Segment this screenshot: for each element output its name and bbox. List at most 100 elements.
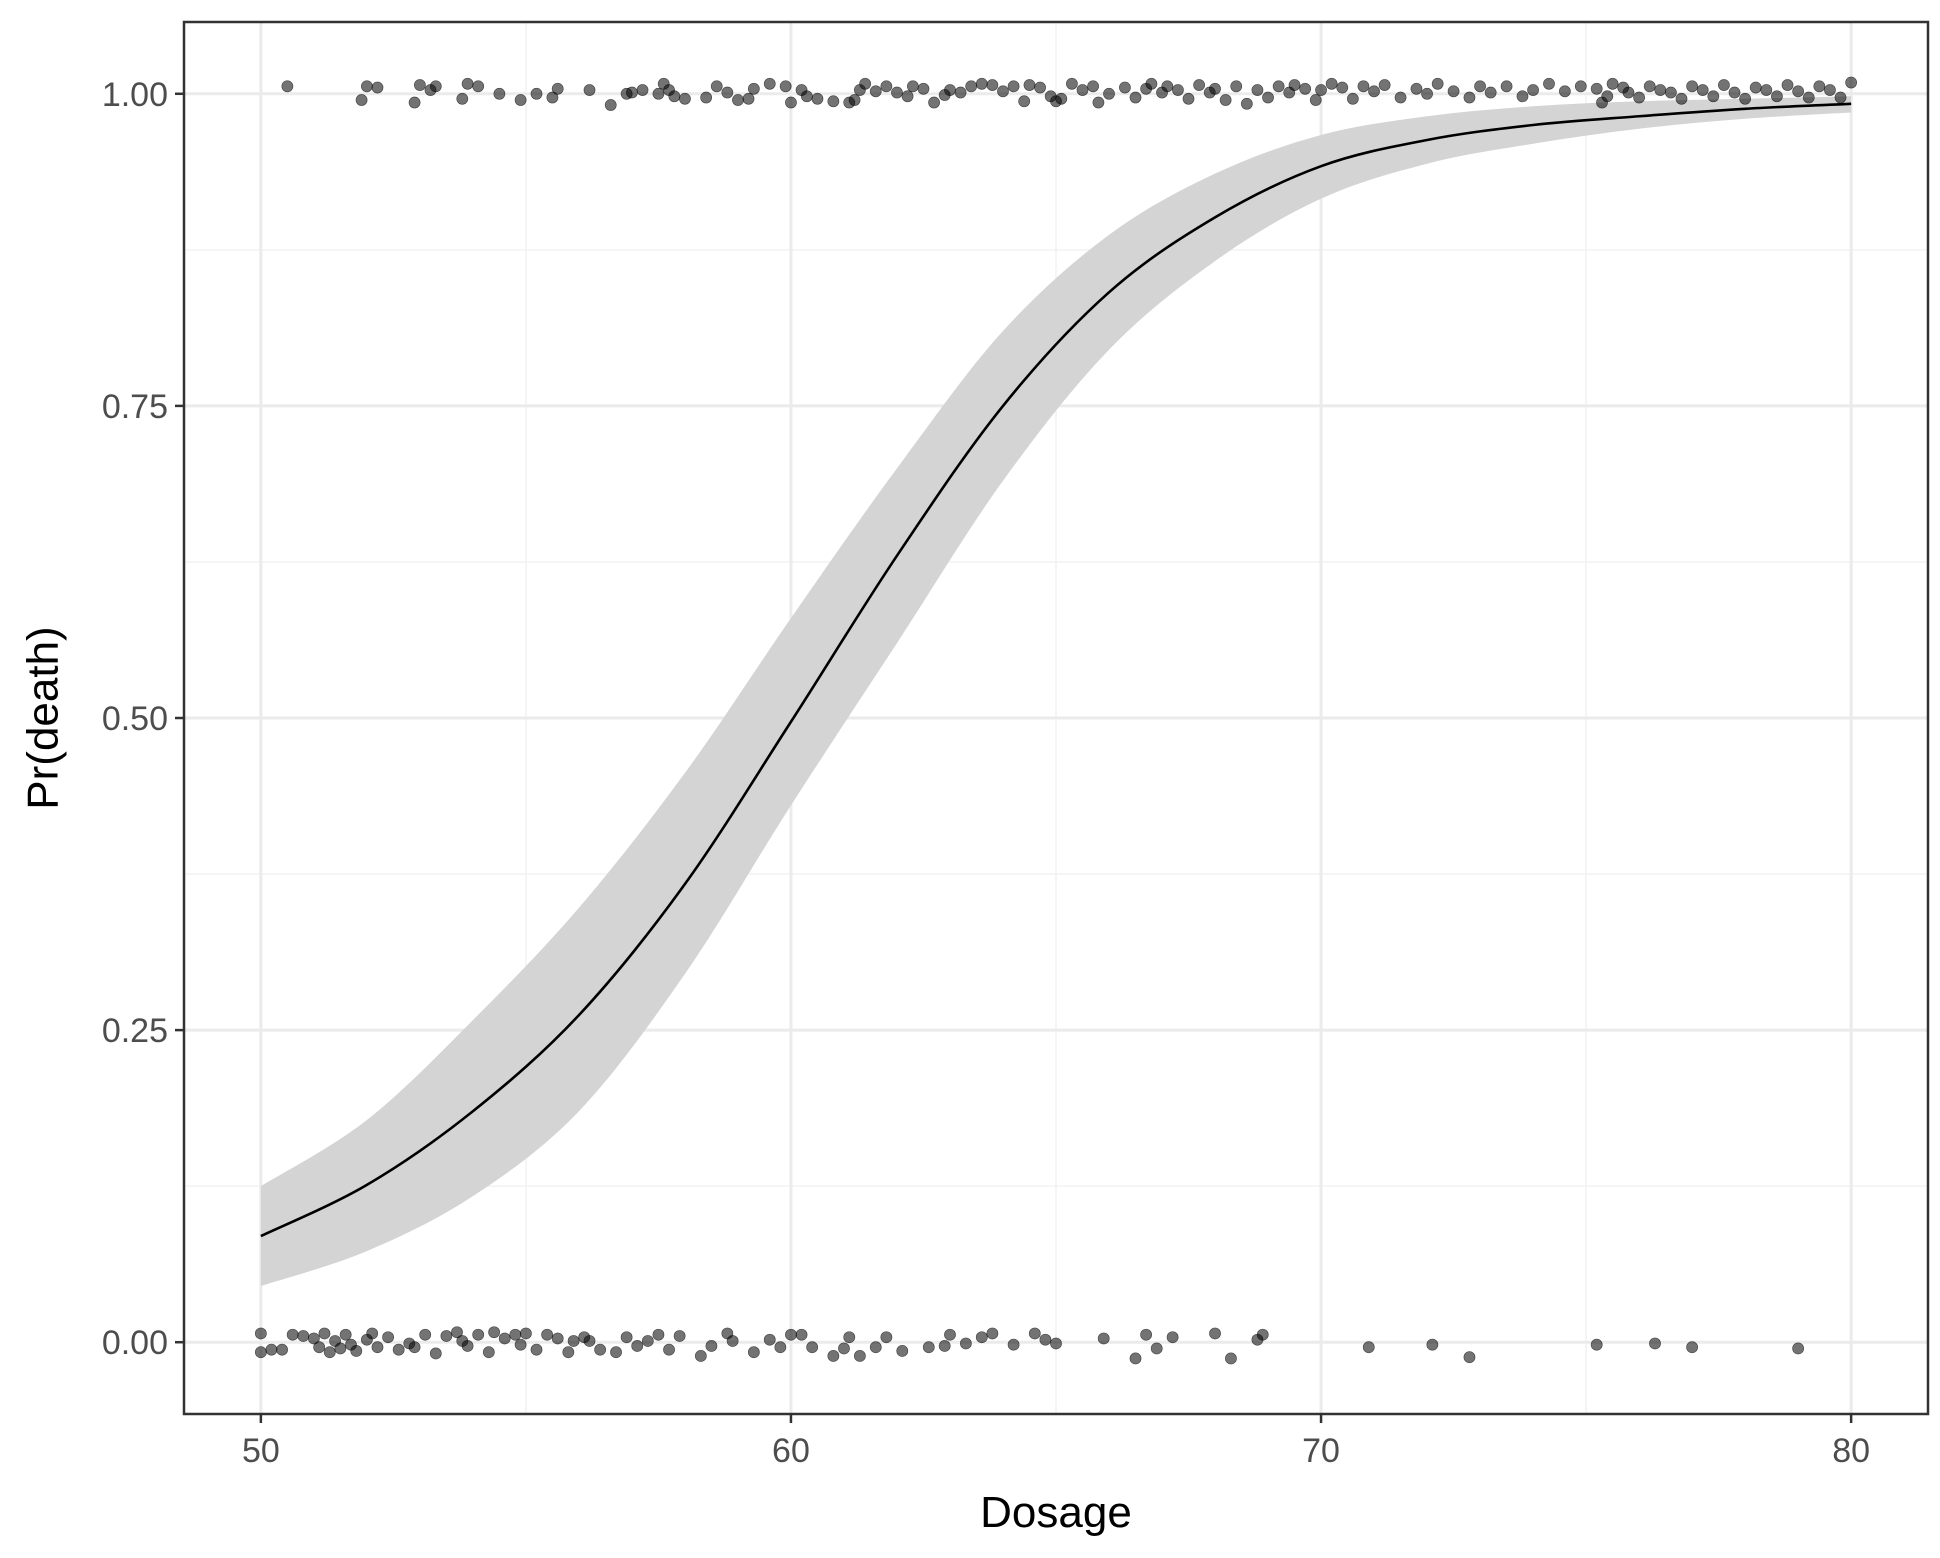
data-point-death — [281, 80, 294, 93]
data-point-death — [1622, 86, 1635, 99]
data-point-survival — [440, 1330, 453, 1342]
data-point-survival — [583, 1335, 596, 1347]
data-point-death — [413, 79, 426, 91]
data-point-survival — [806, 1341, 819, 1354]
data-point-survival — [1225, 1352, 1237, 1365]
x-tick-label: 60 — [772, 1432, 810, 1470]
data-point-survival — [869, 1341, 882, 1354]
data-point-death — [1007, 80, 1020, 93]
data-point-survival — [350, 1345, 363, 1357]
data-point-survival — [1039, 1333, 1052, 1346]
data-point-survival — [265, 1343, 278, 1356]
data-point-death — [975, 77, 988, 90]
data-point-death — [1474, 80, 1486, 93]
data-point-death — [1728, 86, 1741, 99]
data-point-survival — [838, 1342, 850, 1355]
data-point-death — [880, 80, 893, 93]
data-point-death — [747, 82, 760, 95]
data-point-death — [965, 80, 978, 93]
data-point-survival — [286, 1328, 299, 1341]
data-point-death — [721, 86, 734, 99]
data-point-death — [1346, 92, 1359, 105]
data-point-death — [1251, 84, 1264, 96]
data-point-survival — [594, 1343, 607, 1356]
data-point-death — [1378, 79, 1391, 91]
data-point-survival — [1050, 1337, 1062, 1350]
data-point-survival — [827, 1350, 840, 1362]
x-axis-title: Dosage — [980, 1488, 1132, 1537]
data-point-death — [1654, 84, 1667, 96]
data-point-death — [1055, 92, 1068, 105]
data-point-death — [355, 94, 368, 106]
y-tick-label: 0.25 — [102, 1012, 168, 1050]
x-axis: 50 60 70 80 — [242, 1414, 1870, 1470]
data-point-survival — [334, 1342, 347, 1355]
data-point-survival — [1097, 1332, 1110, 1345]
data-point-death — [461, 77, 474, 90]
data-point-survival — [1686, 1341, 1699, 1354]
data-point-survival — [853, 1350, 866, 1362]
data-point-survival — [429, 1347, 442, 1360]
data-point-death — [551, 82, 564, 95]
data-point-death — [604, 99, 617, 111]
data-point-death — [1336, 81, 1349, 94]
data-point-death — [1145, 77, 1158, 90]
y-tick-label: 0.50 — [102, 700, 168, 738]
data-point-death — [1802, 91, 1815, 104]
data-point-death — [1023, 79, 1036, 91]
data-point-death — [1076, 84, 1089, 96]
data-point-survival — [959, 1337, 972, 1350]
data-point-death — [1760, 84, 1773, 96]
data-point-survival — [1362, 1341, 1375, 1354]
data-point-survival — [276, 1343, 288, 1356]
points-layer — [254, 76, 1858, 1365]
data-point-survival — [382, 1331, 394, 1344]
y-tick-label: 0.00 — [102, 1324, 168, 1362]
data-point-survival — [726, 1335, 739, 1347]
data-point-survival — [323, 1346, 336, 1359]
data-point-survival — [482, 1346, 495, 1359]
data-point-survival — [785, 1328, 797, 1341]
data-point-death — [636, 84, 649, 96]
data-point-survival — [318, 1327, 331, 1340]
data-point-death — [891, 86, 903, 99]
data-point-survival — [1590, 1338, 1603, 1351]
data-point-death — [1834, 91, 1847, 104]
data-point-death — [1368, 85, 1380, 98]
y-axis: 0.00 0.25 0.50 0.75 1.00 — [102, 76, 184, 1362]
data-point-survival — [520, 1327, 532, 1340]
data-point-survival — [705, 1340, 718, 1352]
data-point-death — [1087, 80, 1100, 93]
data-point-death — [785, 96, 797, 109]
data-point-survival — [366, 1327, 379, 1340]
data-point-survival — [514, 1338, 527, 1351]
data-point-survival — [509, 1328, 522, 1341]
data-point-death — [1749, 81, 1762, 94]
data-point-survival — [694, 1350, 707, 1362]
data-point-survival — [1426, 1338, 1439, 1351]
data-point-survival — [254, 1346, 267, 1359]
data-point-survival — [451, 1326, 463, 1339]
data-point-death — [1240, 97, 1253, 110]
data-point-death — [1103, 87, 1115, 100]
data-point-survival — [551, 1332, 564, 1345]
data-point-death — [1824, 84, 1836, 96]
data-point-death — [954, 86, 967, 99]
data-point-survival — [774, 1341, 787, 1354]
data-point-survival — [843, 1331, 856, 1344]
data-point-death — [986, 79, 999, 91]
data-point-death — [779, 80, 792, 93]
data-point-death — [1675, 92, 1688, 105]
data-point-death — [901, 90, 914, 103]
x-tick-label: 50 — [242, 1432, 280, 1470]
data-point-death — [1066, 77, 1078, 90]
data-point-death — [710, 80, 723, 93]
data-point-survival — [461, 1340, 474, 1352]
data-point-death — [1288, 79, 1301, 91]
data-point-death — [700, 91, 713, 104]
data-point-survival — [896, 1345, 909, 1357]
data-point-survival — [880, 1331, 893, 1344]
data-point-survival — [472, 1328, 485, 1341]
